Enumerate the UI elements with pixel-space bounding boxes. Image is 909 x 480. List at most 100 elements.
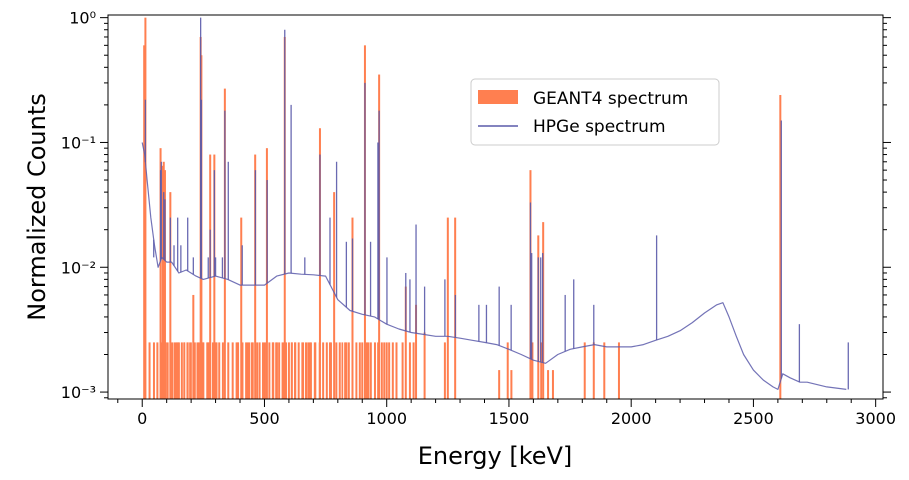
geant4-bin-block	[190, 342, 192, 399]
y-axis-label: Normalized Counts	[23, 93, 51, 321]
geant4-bin	[603, 342, 606, 399]
geant4-bin	[171, 342, 174, 399]
x-tick-label: 1000	[366, 409, 407, 428]
x-tick-label: 2000	[611, 409, 652, 428]
geant4-bin	[160, 342, 163, 399]
geant4-bin	[344, 342, 347, 399]
geant4-bin	[385, 342, 388, 399]
geant4-bin-block	[341, 342, 344, 399]
legend: GEANT4 spectrum HPGe spectrum	[470, 78, 720, 146]
geant4-bin	[335, 342, 338, 399]
geant4-bin	[412, 342, 415, 399]
hpge-peak-lines	[144, 17, 849, 390]
geant4-bin	[338, 342, 341, 399]
geant4-bin	[305, 342, 308, 399]
x-axis-label: Energy [keV]	[418, 442, 573, 470]
geant4-bin	[180, 342, 183, 399]
plot-frame	[107, 14, 884, 400]
geant4-bin	[345, 342, 348, 399]
geant4-bin-block	[176, 342, 179, 399]
geant4-bin	[404, 286, 407, 399]
geant4-bin	[221, 342, 224, 399]
geant4-bin	[144, 17, 147, 399]
geant4-bin	[287, 342, 290, 399]
geant4-bin	[248, 342, 251, 399]
y-axis-ticks: 10⁻³ 10⁻² 10⁻¹ 10⁰	[61, 9, 891, 402]
geant4-bin	[169, 192, 172, 399]
geant4-bin	[380, 342, 383, 399]
x-tick-label: 1500	[489, 409, 530, 428]
geant4-bin	[163, 170, 166, 399]
geant4-bin	[333, 192, 336, 399]
geant4-bin	[275, 342, 278, 399]
geant4-bin	[214, 342, 217, 399]
geant4-bin	[583, 342, 586, 399]
geant4-bin	[361, 342, 364, 399]
geant4-bin	[202, 342, 205, 399]
geant4-bin	[322, 342, 325, 399]
geant4-bin	[369, 342, 372, 399]
geant4-bin	[395, 342, 398, 399]
y-tick-label: 10⁻²	[61, 258, 96, 277]
geant4-bin	[779, 94, 782, 399]
geant4-bin	[258, 342, 261, 399]
geant4-bin	[241, 342, 244, 399]
geant4-bin	[193, 342, 196, 399]
geant4-bin	[446, 217, 449, 399]
geant4-bin-block	[262, 342, 264, 399]
geant4-bin	[156, 342, 159, 399]
geant4-bin	[197, 342, 200, 399]
y-tick-label: 10⁰	[69, 9, 96, 28]
geant4-bin	[297, 342, 300, 399]
geant4-bin-block	[211, 342, 215, 399]
geant4-bin	[148, 342, 151, 399]
geant4-bin	[367, 342, 370, 399]
legend-hpge-label: HPGe spectrum	[533, 117, 666, 137]
x-tick-label: 3000	[855, 409, 896, 428]
geant4-bin	[175, 342, 178, 399]
geant4-bin	[510, 370, 513, 399]
y-tick-label: 10⁻³	[61, 383, 96, 402]
geant4-bin	[408, 342, 411, 399]
geant4-bin	[592, 342, 595, 399]
geant4-bin	[391, 342, 394, 399]
geant4-bin	[373, 342, 376, 399]
geant4-bin	[388, 342, 391, 399]
x-tick-label: 0	[137, 409, 147, 428]
legend-geant4-swatch	[478, 90, 518, 104]
geant4-bin	[401, 342, 404, 399]
geant4-bin	[284, 342, 287, 399]
hpge-spectrum-line	[141, 142, 847, 390]
geant4-bin	[547, 370, 550, 399]
geant4-bin	[263, 342, 266, 399]
geant4-bin	[358, 342, 361, 399]
geant4-bin	[189, 342, 192, 399]
geant4-bin	[498, 370, 501, 399]
geant4-bin	[240, 217, 243, 399]
geant4-bin	[227, 342, 230, 399]
geant4-bin	[290, 342, 293, 399]
geant4-bin	[301, 342, 304, 399]
geant4-bin	[415, 304, 418, 399]
geant4-bin	[531, 342, 534, 399]
geant4-bin	[540, 342, 543, 399]
geant4-bin	[251, 342, 254, 399]
geant4-bin	[196, 342, 199, 399]
geant4-bin	[231, 342, 234, 399]
geant4-bin	[173, 342, 176, 399]
geant4-bin	[152, 342, 155, 399]
geant4-bin-block	[307, 342, 311, 399]
y-tick-label: 10⁻¹	[61, 133, 96, 152]
geant4-bin	[383, 342, 386, 399]
geant4-bin	[162, 161, 165, 399]
geant4-bin	[192, 294, 195, 399]
geant4-bin	[347, 342, 350, 399]
geant4-bin	[183, 342, 186, 399]
geant4-bin	[159, 148, 162, 399]
x-tick-label: 2500	[733, 409, 774, 428]
geant4-bin	[329, 342, 332, 399]
geant4-bin	[237, 342, 240, 399]
geant4-bin	[272, 342, 275, 399]
geant4-histogram	[143, 17, 782, 400]
geant4-bin-block	[246, 342, 249, 399]
